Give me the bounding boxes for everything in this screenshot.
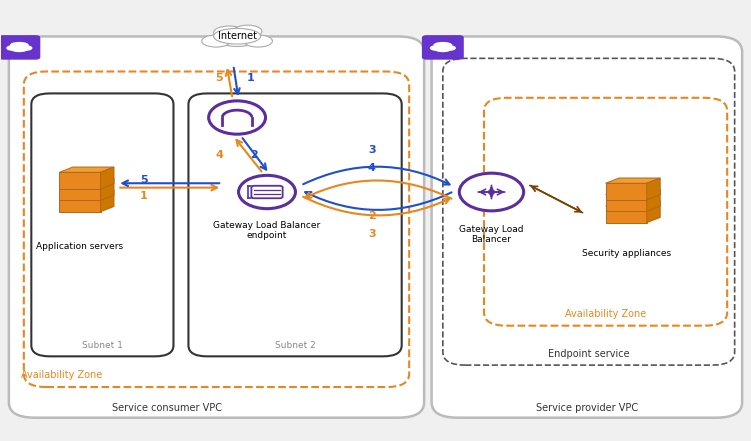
Polygon shape [59,184,101,200]
FancyBboxPatch shape [32,93,173,356]
Text: Availability Zone: Availability Zone [565,309,646,319]
Polygon shape [59,179,114,184]
Text: Security appliances: Security appliances [581,249,671,258]
Polygon shape [647,178,660,200]
Text: 3: 3 [368,228,376,239]
Polygon shape [59,172,101,189]
Polygon shape [59,195,101,212]
Text: 4: 4 [216,150,223,160]
Ellipse shape [6,45,18,51]
Polygon shape [101,190,114,212]
Ellipse shape [213,28,261,44]
Text: Service consumer VPC: Service consumer VPC [112,404,222,413]
Polygon shape [605,201,660,206]
Text: 2: 2 [249,150,258,160]
Polygon shape [605,206,647,223]
Text: Subnet 2: Subnet 2 [275,341,315,350]
Ellipse shape [213,26,245,39]
Ellipse shape [21,45,32,51]
Ellipse shape [218,33,257,46]
Text: 5: 5 [216,73,223,83]
Circle shape [460,173,523,211]
Ellipse shape [445,45,456,51]
Text: Gateway Load
Balancer: Gateway Load Balancer [459,225,523,244]
Polygon shape [647,201,660,223]
Polygon shape [605,194,647,211]
Text: Application servers: Application servers [36,243,123,251]
Polygon shape [647,189,660,211]
Text: 1: 1 [246,73,255,83]
Ellipse shape [10,42,29,48]
Ellipse shape [433,42,452,48]
Text: 1: 1 [140,191,147,201]
Ellipse shape [243,35,273,47]
Text: Availability Zone: Availability Zone [20,370,102,381]
Ellipse shape [233,25,262,37]
Polygon shape [101,167,114,189]
FancyBboxPatch shape [9,37,424,418]
Ellipse shape [435,48,451,52]
FancyBboxPatch shape [432,37,742,418]
Text: Endpoint service: Endpoint service [548,348,629,359]
Text: 2: 2 [368,211,376,221]
Polygon shape [605,178,660,183]
Polygon shape [59,167,114,172]
Text: 4: 4 [368,163,376,173]
FancyBboxPatch shape [422,35,464,60]
Text: Subnet 1: Subnet 1 [82,341,123,350]
Ellipse shape [11,48,27,52]
Text: Gateway Load Balancer
endpoint: Gateway Load Balancer endpoint [213,220,321,240]
Circle shape [209,101,266,134]
Text: 5: 5 [140,175,147,185]
Polygon shape [59,190,114,195]
Polygon shape [605,189,660,194]
Text: Internet: Internet [218,31,257,41]
Circle shape [239,176,295,209]
Polygon shape [605,183,647,200]
Text: 3: 3 [368,146,376,155]
Ellipse shape [202,35,231,47]
Text: Service provider VPC: Service provider VPC [535,404,638,413]
Ellipse shape [430,45,442,51]
FancyBboxPatch shape [189,93,402,356]
FancyBboxPatch shape [0,35,41,60]
Polygon shape [101,179,114,200]
